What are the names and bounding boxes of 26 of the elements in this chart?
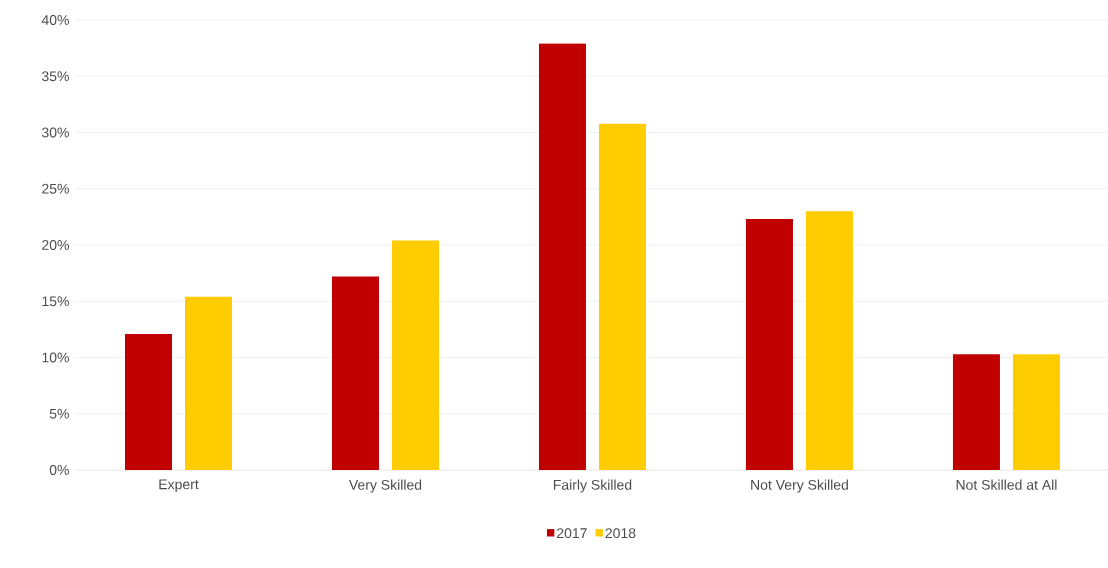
bar (1012, 354, 1060, 470)
y-tick-label: 35% (41, 71, 69, 82)
bar (805, 211, 853, 470)
x-tick-label: Not Skilled at All (956, 479, 1057, 490)
bar (952, 354, 1000, 470)
x-tick-label: Very Skilled (348, 479, 422, 493)
y-tick-label: 30% (41, 127, 69, 138)
x-tick-label: Fairly Skilled (553, 479, 632, 493)
bar (125, 333, 172, 470)
y-tick-label: 10% (42, 352, 69, 363)
y-tick-label: 40% (41, 15, 69, 25)
bar (391, 240, 439, 470)
y-tick-label: 0% (49, 465, 69, 475)
y-tick-label: 20% (42, 240, 69, 250)
x-tick-label: Expert (159, 479, 199, 493)
bar (331, 276, 379, 470)
bar (598, 123, 646, 470)
legend-label: 2018 (605, 528, 636, 539)
y-tick-label: 5% (49, 408, 69, 419)
bar (538, 43, 586, 470)
bar (184, 296, 232, 470)
bar (745, 219, 793, 470)
x-tick-label: Not Very Skilled (751, 479, 848, 493)
y-tick-label: 25% (42, 183, 69, 194)
y-tick-label: 15% (42, 296, 69, 307)
legend-label: 2017 (557, 528, 587, 539)
